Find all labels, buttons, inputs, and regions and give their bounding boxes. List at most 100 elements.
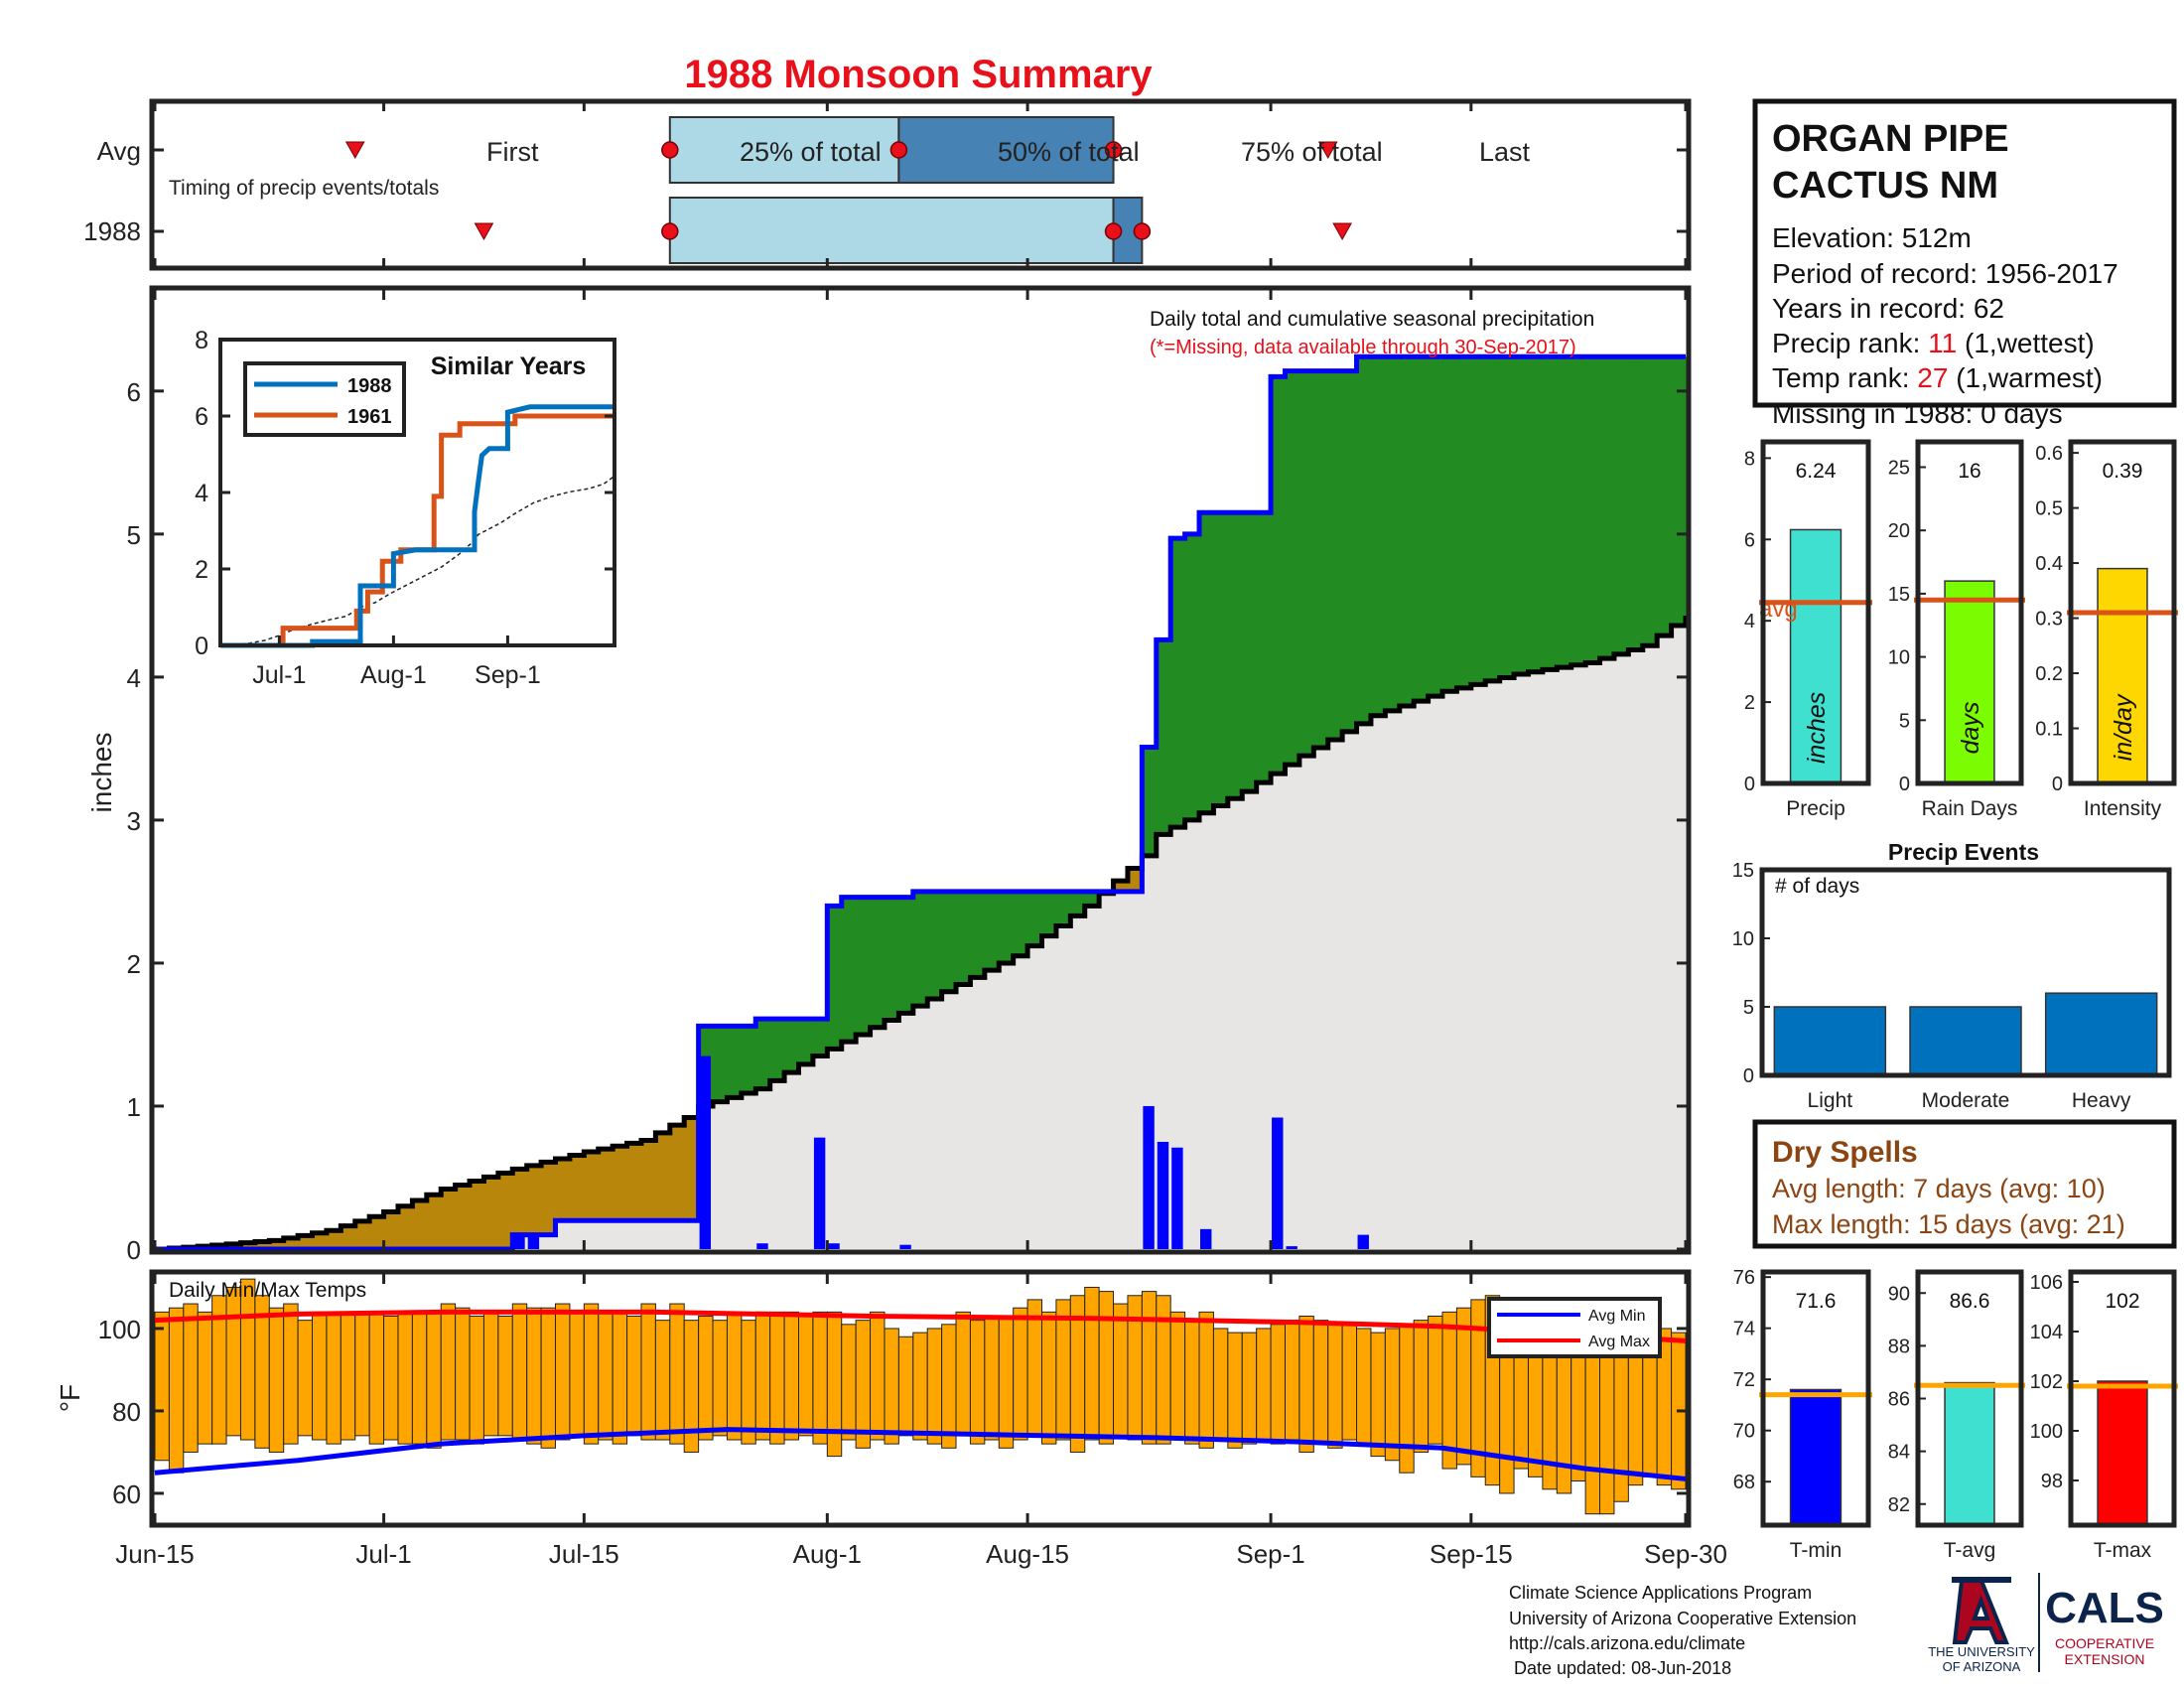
daily-temp-bar [239,1278,256,1441]
daily-temp-bar [297,1320,314,1437]
surplus-area [1370,356,1386,716]
daily-temp-bar [526,1307,542,1445]
year-25-marker [661,222,679,240]
deficit-area [584,1152,600,1221]
daily-precip-bar [1171,1147,1183,1249]
daily-temp-bar [754,1311,771,1441]
dry-spells-panel: Dry Spells Avg length: 7 days (avg: 10) … [1752,1119,2177,1249]
deficit-area [555,1158,571,1221]
surplus-area [1570,356,1586,665]
stat-value-label: 16 [1958,460,1980,483]
footer-line-1: Climate Science Applications Program [1509,1583,1812,1603]
stat-bar-panels: inchesavg6.2402468Precipdays160510152025… [1733,439,2178,1562]
stat-frame [1760,1269,1871,1528]
stat-ytick-label: 98 [2041,1471,2063,1492]
daily-temp-bar [197,1311,213,1445]
daily-temp-bar [426,1311,442,1449]
daily-temp-bar [783,1311,800,1441]
deficit-area [512,1169,528,1235]
surplus-area [1327,370,1343,740]
daily-temp-bar [826,1311,843,1458]
deficit-area [254,1241,270,1249]
stat-ytick-label: 25 [1888,457,1910,479]
stat-category-label: T-max [2094,1539,2152,1562]
deficit-area [426,1195,442,1249]
daily-temp-bar [669,1303,685,1445]
deficit-area [497,1173,513,1249]
surplus-area [1242,512,1258,792]
main-ytick-label: 5 [127,520,141,550]
main-ylabel: inches [86,733,117,813]
timing-label-50: 50% of total [998,137,1140,167]
inset-legend-box [243,361,406,437]
daily-temp-bar [984,1316,1000,1441]
surplus-area [784,1019,800,1073]
coop-line1: COOPERATIVE [2055,1635,2154,1651]
daily-temp-bar [912,1332,928,1441]
daily-temp-bar [1341,1324,1358,1441]
stat-bar-t-min [1789,1388,1843,1526]
temp-ylabel: °F [55,1384,85,1412]
daily-precip-bar [828,1243,840,1249]
surplus-area [927,891,943,999]
avg-75-marker [1104,141,1123,159]
daily-temp-bar [741,1320,756,1445]
stat-category-label: Rain Days [1922,797,2018,820]
stat-ytick-label: 15 [1888,584,1910,606]
precip-event-label: Heavy [2072,1089,2131,1112]
surplus-area [1170,538,1186,828]
daily-temp-bar [712,1320,728,1437]
temp-legend-min: Avg Min [1588,1308,1646,1325]
avg-50-marker [889,141,908,159]
stat-bar-precip [1789,528,1843,784]
inset-legend-1988: 1988 [347,375,392,397]
surplus-area [1385,356,1401,711]
surplus-area [1027,891,1043,946]
stat-ytick-label: 104 [2030,1322,2063,1343]
surplus-area [798,1019,814,1064]
stat-ytick-label: 74 [1733,1319,1755,1340]
stat-ytick-label: 100 [2030,1421,2063,1443]
stat-panel-rain-days: days 16 0 5 10 15 20 25 Rain Days [1888,439,2025,820]
year-last-marker [1332,222,1352,241]
main-plot-area [155,353,1689,1252]
daily-temp-bar [1184,1320,1200,1445]
timing-row-avg: Avg [97,136,141,166]
precip-rank-value: 11 [1928,328,1957,358]
daily-temp-bar [769,1311,785,1445]
stat-value-label: 0.39 [2103,460,2143,483]
stat-value-label: 71.6 [1796,1290,1837,1313]
timing-label-first: First [486,137,539,167]
deficit-area [441,1189,457,1249]
daily-temp-bar [1084,1286,1100,1441]
precip-event-label: Light [1808,1089,1853,1112]
stat-frame [2068,439,2177,786]
deficit-area [1127,868,1143,892]
footer-line-3: http://cals.arizona.edu/climate [1509,1633,1745,1653]
deficit-area [455,1185,471,1249]
daily-precip-bar [756,1243,768,1249]
surplus-area [1642,356,1658,646]
main-xtick-label: Jul-15 [549,1539,619,1569]
daily-temp-bar [884,1328,899,1445]
surplus-area [956,891,972,985]
deficit-area [613,1146,628,1221]
deficit-area [684,1117,700,1221]
surplus-area [1628,356,1644,650]
stat-ytick-label: 86 [1888,1389,1910,1411]
inset-title: Similar Years [431,352,587,380]
footer: Climate Science Applications Program Uni… [1509,1573,2164,1678]
main-xtick-label: Jul-1 [355,1539,411,1569]
deficit-area [383,1211,399,1249]
deficit-area [412,1200,428,1249]
station-temp-rank: Temp rank: 27 (1,warmest) [1772,362,2103,393]
deficit-area [626,1143,642,1221]
events-ytick-label: 0 [1743,1065,1754,1087]
stat-bar-t-avg [1944,1381,1995,1526]
stat-category-label: Precip [1786,797,1845,820]
surplus-area [1184,533,1200,820]
daily-temp-bar [926,1328,943,1445]
surplus-area [970,891,986,978]
precip-event-bar [1773,1006,1887,1076]
